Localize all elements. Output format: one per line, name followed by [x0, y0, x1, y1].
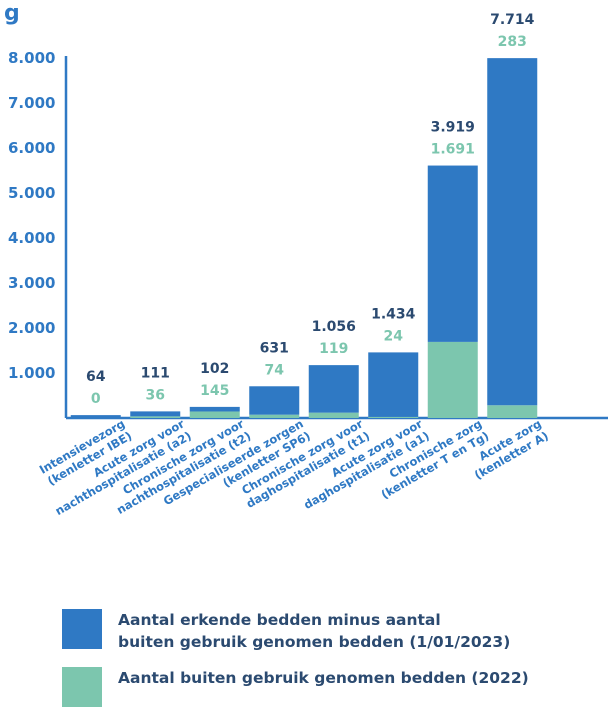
- y-tick-label: 4.000: [8, 229, 55, 247]
- legend-item-green: Aantal buiten gebruik genomen bedden (20…: [62, 667, 529, 707]
- bar-segment-green: [189, 411, 240, 418]
- bar-segment-blue: [487, 58, 538, 406]
- y-tick-label: 5.000: [8, 184, 55, 202]
- legend-label-blue-line1: Aantal erkende bedden minus aantal: [118, 611, 441, 629]
- bar-segment-blue: [368, 352, 419, 417]
- bar-segment-blue: [130, 411, 181, 417]
- title-fragment: g: [4, 1, 20, 26]
- value-label-blue: 64: [86, 369, 106, 385]
- value-label-blue: 111: [141, 365, 170, 381]
- value-label-green: 0: [91, 391, 101, 407]
- bar-segment-green: [427, 341, 478, 418]
- value-label-green: 119: [319, 341, 348, 357]
- y-tick-label: 2.000: [8, 319, 55, 337]
- legend-label-blue: Aantal erkende bedden minus aantal buite…: [118, 609, 510, 653]
- legend-label-green-line1: Aantal buiten gebruik genomen bedden (20…: [118, 669, 529, 687]
- value-label-blue: 102: [200, 361, 229, 377]
- bar-segment-green: [130, 416, 181, 418]
- y-tick-label: 6.000: [8, 139, 55, 157]
- legend-swatch-green: [62, 667, 102, 707]
- bar-segment-blue: [70, 415, 121, 418]
- bars: [70, 58, 538, 418]
- value-label-blue: 631: [260, 340, 289, 356]
- bar-segment-blue: [189, 406, 240, 412]
- bar-segment-blue: [427, 165, 478, 342]
- bar-segment-green: [249, 414, 300, 418]
- y-tick-label: 8.000: [8, 49, 55, 67]
- legend-swatch-blue: [62, 609, 102, 649]
- y-tick-label: 7.000: [8, 94, 55, 112]
- value-label-green: 283: [498, 34, 527, 50]
- value-label-green: 145: [200, 383, 229, 399]
- y-tick-label: 1.000: [8, 364, 55, 382]
- value-labels: 64 0 111 36 102 145 631 74 1.056 119 1.434 24 3.919 1…: [86, 12, 535, 407]
- y-tick-label: 3.000: [8, 274, 55, 292]
- value-label-green: 36: [146, 387, 165, 403]
- bar-segment-green: [487, 405, 538, 418]
- value-label-blue: 7.714: [490, 12, 535, 28]
- legend-label-green: Aantal buiten gebruik genomen bedden (20…: [118, 667, 529, 689]
- value-label-green: 24: [384, 328, 404, 344]
- value-label-green: 74: [265, 362, 285, 378]
- bar-segment-blue: [308, 365, 359, 413]
- value-label-blue: 3.919: [431, 120, 475, 136]
- value-label-blue: 1.434: [371, 306, 416, 322]
- legend-item-blue: Aantal erkende bedden minus aantal buite…: [62, 609, 510, 653]
- legend-label-blue-line2: buiten gebruik genomen bedden (1/01/2023…: [118, 633, 511, 651]
- bar-segment-green: [308, 412, 359, 418]
- bar-segment-blue: [249, 386, 300, 415]
- value-label-blue: 1.056: [312, 319, 356, 335]
- category-labels: Intensievezorg(kenletter IBE)Acute zorg …: [37, 416, 551, 518]
- bar-segment-green: [368, 416, 419, 418]
- value-label-green: 1.691: [431, 142, 475, 158]
